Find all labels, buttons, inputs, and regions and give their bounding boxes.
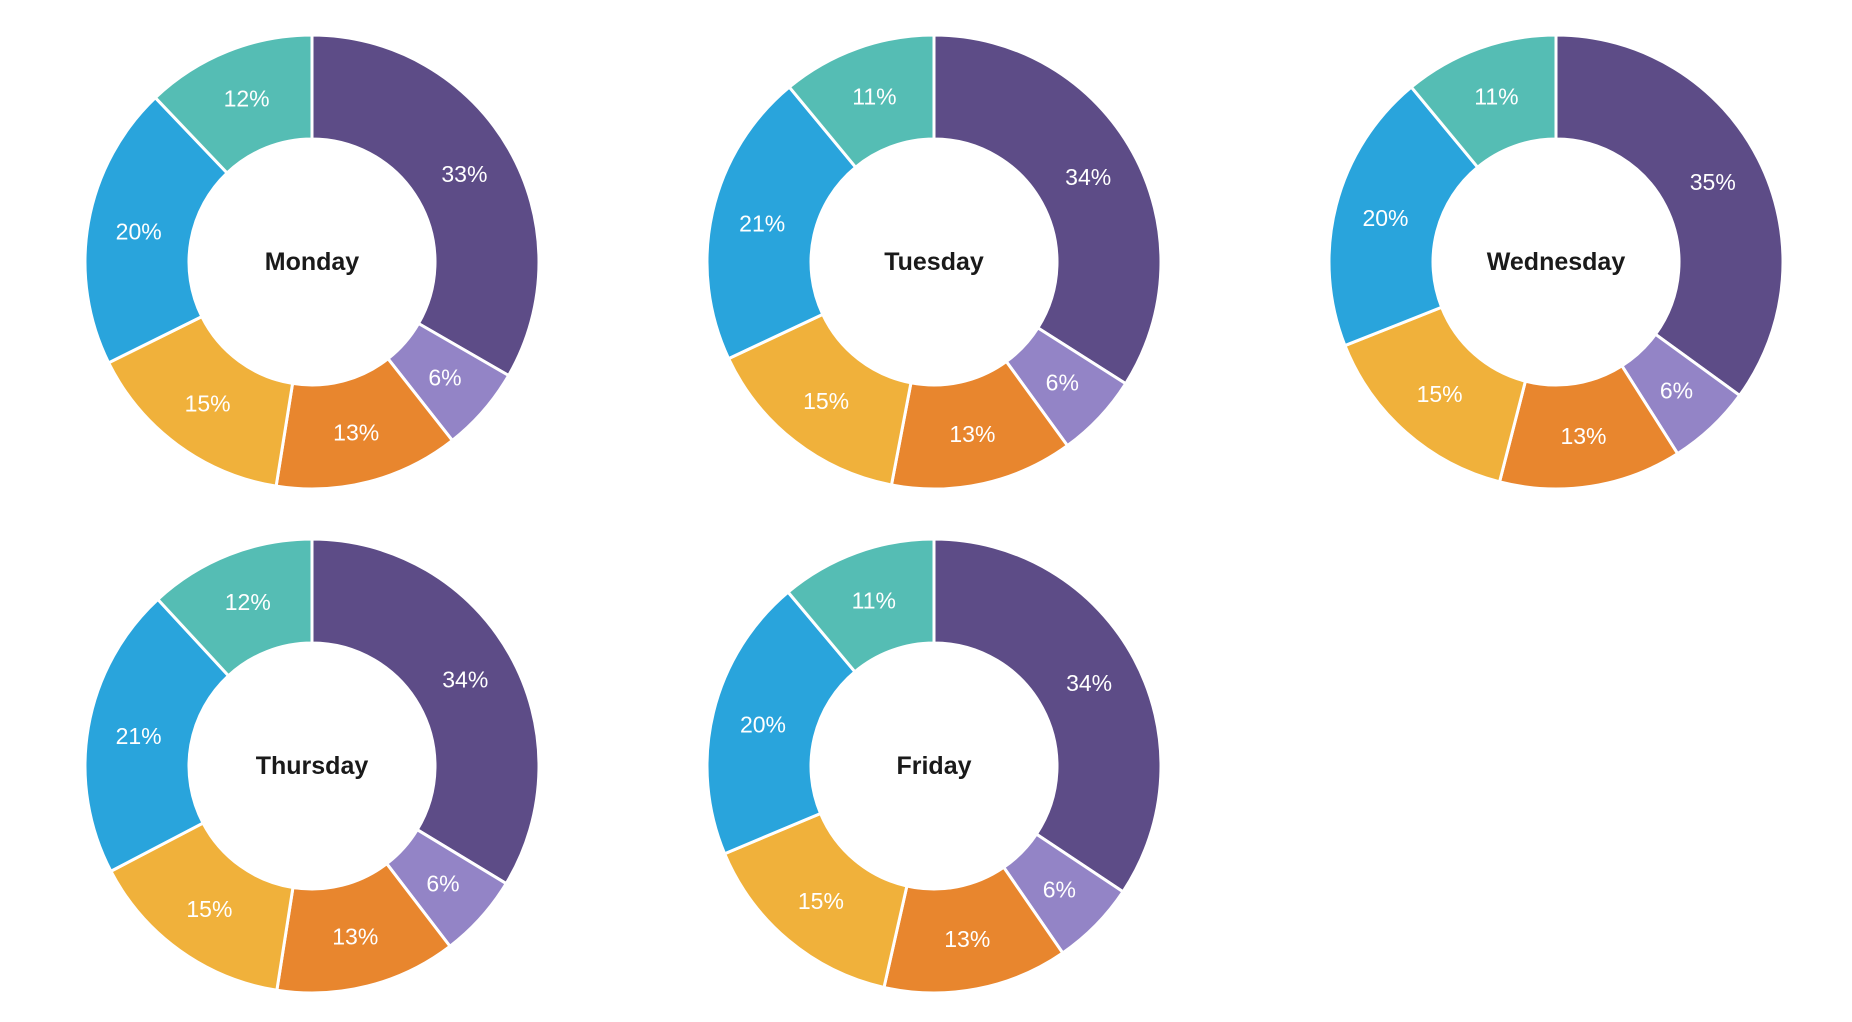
slice-percent-label: 34% [1065, 164, 1111, 190]
slice-percent-label: 33% [441, 161, 487, 187]
slice-blue [1327, 85, 1480, 348]
slice-percent-label: 11% [1474, 83, 1518, 109]
slice-percent-label: 13% [333, 419, 379, 445]
slice-percent-label: 15% [803, 388, 849, 414]
donut-chart-tuesday: 34% 6% 13% 15% 21% 11% Tuesday [705, 33, 1163, 491]
slice-teal [156, 537, 314, 678]
chart-title: Wednesday [1487, 248, 1626, 276]
slice-teal [786, 537, 936, 674]
slice-percent-label: 6% [1046, 370, 1079, 396]
slice-dark-purple [310, 33, 541, 377]
slice-blue [83, 96, 229, 365]
chart-title: Tuesday [884, 248, 984, 276]
slice-percent-label: 21% [739, 211, 785, 237]
slice-percent-label: 15% [185, 391, 231, 417]
slice-percent-label: 15% [186, 896, 232, 922]
slice-percent-label: 13% [332, 924, 378, 950]
slice-teal [153, 33, 314, 175]
slice-percent-label: 13% [1560, 423, 1606, 449]
slice-percent-label: 6% [1043, 877, 1076, 903]
donut-chart-friday: 34% 6% 13% 15% 20% 11% Friday [705, 537, 1163, 995]
slice-dark-purple [310, 537, 541, 886]
slice-percent-label: 15% [798, 888, 844, 914]
slice-amber [1343, 305, 1527, 484]
slice-dark-purple [932, 537, 1163, 894]
slice-teal [1409, 33, 1558, 169]
slice-percent-label: 11% [852, 83, 896, 109]
slice-percent-label: 20% [1362, 205, 1408, 231]
slice-percent-label: 34% [442, 667, 488, 693]
slice-blue [83, 597, 230, 873]
slice-blue [705, 590, 857, 856]
slice-amber [727, 312, 913, 487]
slice-percent-label: 6% [1660, 377, 1693, 403]
donut-chart-thursday: 34% 6% 13% 15% 21% 12% Thursday [83, 537, 541, 995]
slice-dark-purple [932, 33, 1163, 386]
chart-title: Friday [896, 752, 971, 780]
slice-percent-label: 6% [426, 871, 459, 897]
slice-amber [107, 315, 295, 488]
slice-percent-label: 15% [1417, 381, 1463, 407]
slice-percent-label: 20% [116, 218, 162, 244]
chart-title: Thursday [256, 752, 369, 780]
slice-percent-label: 6% [428, 364, 461, 390]
slice-percent-label: 20% [740, 712, 786, 738]
slice-blue [705, 85, 858, 361]
slice-percent-label: 12% [224, 86, 270, 112]
slice-percent-label: 21% [116, 723, 162, 749]
slice-percent-label: 13% [949, 421, 995, 447]
chart-title: Monday [265, 248, 360, 276]
slice-dark-purple [1554, 33, 1785, 397]
slice-percent-label: 34% [1066, 670, 1112, 696]
slice-percent-label: 11% [852, 588, 896, 614]
slice-percent-label: 35% [1690, 169, 1736, 195]
slice-teal [787, 33, 936, 169]
slice-percent-label: 12% [225, 589, 271, 615]
slice-amber [723, 812, 909, 989]
donut-chart-wednesday: 35% 6% 13% 15% 20% 11% Wednesday [1327, 33, 1785, 491]
donut-chart-monday: 33% 6% 13% 15% 20% 12% Monday [83, 33, 541, 491]
slice-percent-label: 13% [944, 926, 990, 952]
